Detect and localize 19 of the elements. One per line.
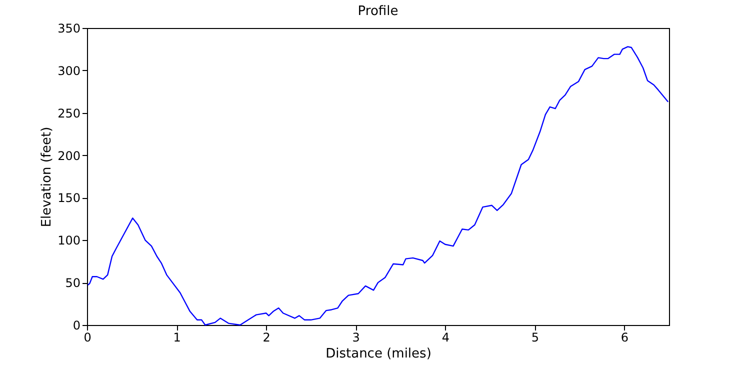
y-tick-label: 200 — [58, 148, 80, 163]
chart-title: Profile — [358, 4, 398, 19]
x-tick-label: 3 — [352, 330, 360, 344]
x-tick-label: 1 — [173, 330, 181, 344]
y-tick-label: 350 — [58, 22, 80, 36]
line-series — [87, 46, 669, 326]
y-tick-label: 300 — [58, 64, 80, 78]
x-tick-label: 4 — [442, 330, 450, 344]
y-axis-title: Elevation (feet) — [40, 126, 55, 228]
x-tick-label: 5 — [531, 330, 540, 344]
y-tick-label: 150 — [58, 191, 80, 206]
x-axis-title: Distance (miles) — [326, 346, 432, 362]
y-tick-label: 100 — [58, 234, 80, 248]
y-tick-label: 0 — [72, 318, 80, 332]
x-tick-label: 6 — [620, 330, 629, 344]
y-tick-label: 250 — [58, 106, 80, 120]
y-tick-label: 50 — [65, 276, 80, 290]
x-tick-label: 0 — [84, 330, 92, 344]
x-tick-label: 2 — [262, 330, 270, 344]
